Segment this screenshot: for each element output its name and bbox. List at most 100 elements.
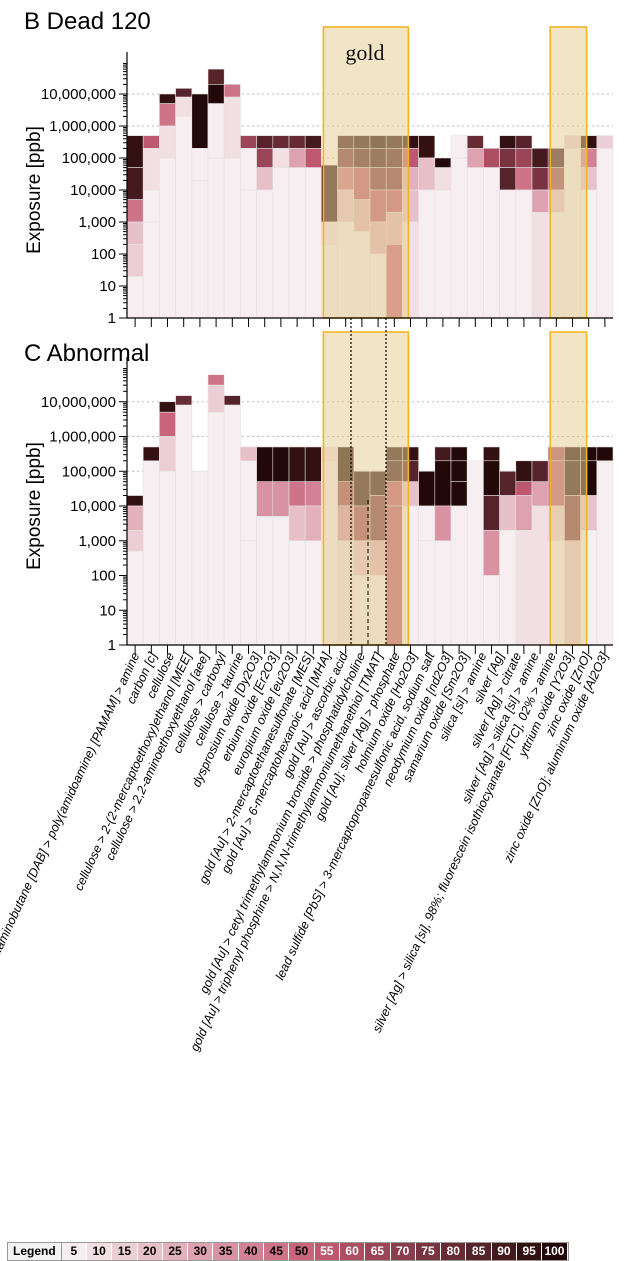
- heat-cell: [515, 529, 533, 646]
- heat-cell: [499, 167, 517, 191]
- heat-cell: [418, 157, 436, 191]
- panel-title: C Abnormal: [24, 340, 149, 367]
- heat-cell: [288, 505, 306, 542]
- legend-cell: 75: [415, 1243, 442, 1260]
- heat-cell: [499, 529, 517, 646]
- heat-cell: [288, 135, 306, 149]
- heat-cell: [240, 148, 257, 191]
- heat-cell: [207, 384, 225, 413]
- heat-cell: [466, 460, 484, 646]
- heat-cell: [418, 505, 436, 542]
- y-tick-label: 100: [91, 568, 116, 585]
- heat-cell: [434, 189, 452, 319]
- legend-cell: 55: [314, 1243, 340, 1260]
- legend-cell: 45: [264, 1243, 290, 1260]
- heat-cell: [126, 505, 144, 531]
- heat-cell: [256, 167, 274, 191]
- heat-cell: [159, 411, 176, 437]
- legend-cell: 20: [137, 1243, 163, 1260]
- heat-cell: [515, 148, 533, 168]
- y-tick-label: 10,000: [70, 498, 116, 515]
- y-tick-label: 1,000: [78, 533, 116, 550]
- heat-cell: [207, 374, 225, 386]
- heat-cell: [159, 401, 176, 413]
- y-tick-label: 10,000,000: [41, 394, 116, 411]
- heat-cell: [191, 470, 209, 646]
- legend-cell: 15: [112, 1243, 138, 1260]
- heat-cell: [126, 199, 144, 223]
- heat-cell: [483, 529, 500, 576]
- heat-cell: [450, 460, 468, 483]
- heat-cell: [159, 103, 176, 127]
- heat-cell: [126, 529, 144, 552]
- y-tick-label: 1: [108, 637, 116, 654]
- heat-cell: [418, 540, 436, 646]
- heat-cell: [256, 148, 274, 168]
- heat-cell: [272, 167, 290, 319]
- heat-cell: [531, 481, 549, 507]
- heat-cell: [240, 446, 257, 462]
- heat-cell: [126, 550, 144, 646]
- heat-cell: [126, 167, 144, 200]
- heat-cell: [272, 135, 290, 149]
- heat-cell: [126, 221, 144, 245]
- heat-cell: [240, 540, 257, 646]
- heat-cell: [304, 446, 322, 483]
- heat-cell: [515, 481, 533, 496]
- heat-cell: [483, 495, 500, 531]
- heat-cell: [175, 88, 193, 98]
- heat-cell: [223, 157, 241, 319]
- heat-cell: [531, 189, 549, 213]
- heat-cell: [499, 189, 517, 319]
- heat-cell: [418, 189, 436, 319]
- legend-cell: 80: [441, 1243, 467, 1260]
- heat-cell: [175, 116, 193, 319]
- heat-cell: [434, 446, 452, 462]
- heat-cell: [304, 167, 322, 319]
- heat-cell: [434, 505, 452, 542]
- legend-cell: 50: [289, 1243, 315, 1260]
- heat-cell: [142, 189, 160, 223]
- highlight-box: [322, 331, 410, 646]
- y-tick-label: 100,000: [62, 463, 116, 480]
- y-tick-label: 1,000: [78, 214, 116, 231]
- heat-cell: [256, 189, 274, 319]
- heat-cell: [191, 180, 209, 319]
- heat-cell: [142, 148, 160, 191]
- heat-cell: [418, 470, 436, 507]
- heat-cell: [531, 460, 549, 483]
- heat-cell: [288, 481, 306, 507]
- heat-cell: [175, 404, 193, 646]
- heat-cell: [483, 460, 500, 496]
- highlight-label: gold: [345, 40, 384, 65]
- heat-cell: [596, 460, 614, 646]
- legend-title: Legend: [8, 1243, 62, 1260]
- heat-cell: [159, 125, 176, 159]
- heat-cell: [499, 495, 517, 531]
- heat-cell: [515, 495, 533, 531]
- heat-cell: [240, 189, 257, 319]
- heat-cell: [159, 157, 176, 319]
- heat-cell: [515, 167, 533, 191]
- heat-cell: [304, 540, 322, 646]
- legend-cell: 35: [213, 1243, 239, 1260]
- heat-cell: [159, 470, 176, 646]
- heat-cell: [288, 446, 306, 483]
- heat-cell: [531, 167, 549, 191]
- heat-cell: [515, 135, 533, 149]
- heat-cell: [207, 84, 225, 104]
- heat-cell: [304, 135, 322, 149]
- legend-cell: 60: [339, 1243, 366, 1260]
- heat-cell: [596, 148, 614, 319]
- legend-cell: 10: [86, 1243, 113, 1260]
- legend-cell: 70: [390, 1243, 416, 1260]
- y-tick-label: 10: [99, 602, 116, 619]
- heat-cell: [256, 481, 274, 517]
- y-axis-label: Exposure [ppb]: [24, 126, 45, 254]
- heat-cell: [531, 212, 549, 319]
- heat-cell: [175, 96, 193, 117]
- heat-cell: [191, 148, 209, 181]
- heat-cell: [531, 505, 549, 646]
- highlight-box: [549, 26, 588, 319]
- heat-cell: [466, 148, 484, 168]
